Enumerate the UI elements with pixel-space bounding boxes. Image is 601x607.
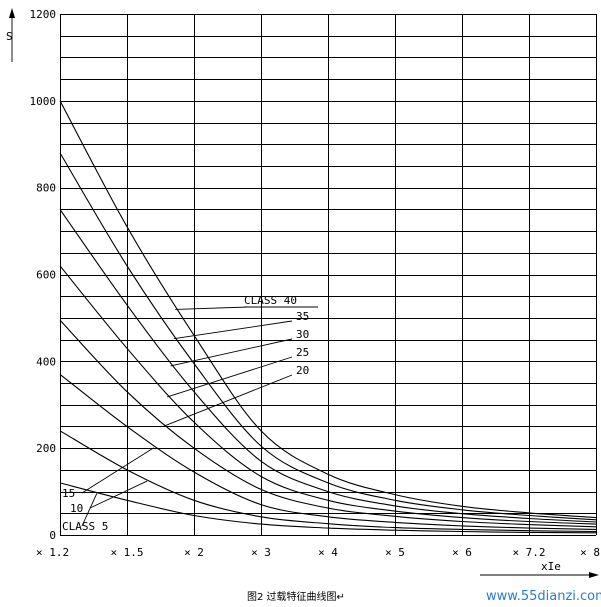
x-tick-label: × 6 (452, 546, 472, 559)
x-tick-label: × 3 (251, 546, 271, 559)
series-leader-line (89, 480, 148, 509)
series-label: 15 (62, 487, 75, 500)
series-leader-line (167, 356, 293, 398)
series-curve (59, 482, 597, 534)
series-curve (59, 100, 597, 519)
y-tick-label: 200 (36, 442, 56, 455)
series-leader-line (81, 447, 155, 494)
x-tick-label: × 4 (318, 546, 338, 559)
series-label: 30 (296, 328, 309, 341)
series-leader-line (173, 320, 293, 340)
series-curve (59, 319, 597, 528)
series-leader-line (170, 338, 293, 367)
grid (60, 14, 597, 536)
y-axis-arrowhead (9, 8, 15, 18)
series-label: CLASS 5 (62, 520, 108, 533)
axes (9, 8, 599, 578)
series-curve (59, 373, 597, 530)
x-tick-label: × 1.2 (36, 546, 69, 559)
leader-lines (81, 306, 318, 527)
series-curve (59, 152, 597, 521)
y-tick-label: 400 (36, 355, 56, 368)
series-label: 10 (70, 502, 83, 515)
y-tick-label: 0 (49, 529, 56, 542)
series-label: 20 (296, 364, 309, 377)
figure-caption: 图2 过载特征曲线图↵ (247, 590, 345, 603)
series-leader-line (163, 374, 293, 427)
y-tick-label: 600 (36, 269, 56, 282)
series-labels: CLASS 5 10 15 20 25 30 35 CLASS 40 (62, 294, 309, 533)
series-leader-line (175, 306, 249, 310)
y-tick-label: 800 (36, 182, 56, 195)
x-tick-labels: × 1.2 × 1.5 × 2 × 3 × 4 × 5 × 6 × 7.2 × 8 (36, 546, 600, 559)
series-label: 25 (296, 346, 309, 359)
series-curve (59, 265, 597, 525)
series-curve (59, 209, 597, 523)
series-label: 35 (296, 310, 309, 323)
x-tick-label: × 8 (580, 546, 600, 559)
y-tick-label: 1200 (30, 8, 57, 21)
y-tick-labels: 0 200 400 600 800 1000 1200 (30, 8, 57, 542)
x-tick-label: × 7.2 (512, 546, 545, 559)
series-curve (59, 430, 597, 533)
x-tick-label: × 2 (184, 546, 204, 559)
x-axis-arrowhead (589, 572, 599, 578)
y-tick-label: 1000 (30, 95, 57, 108)
curves (59, 100, 597, 534)
x-tick-label: × 5 (385, 546, 405, 559)
x-tick-label: × 1.5 (110, 546, 143, 559)
x-axis-label: xIe (541, 560, 561, 573)
watermark-text: www.55dianzi.com (486, 589, 601, 604)
series-leader-line (81, 493, 98, 527)
y-axis-label: S (6, 30, 13, 43)
series-label: CLASS 40 (244, 294, 297, 307)
